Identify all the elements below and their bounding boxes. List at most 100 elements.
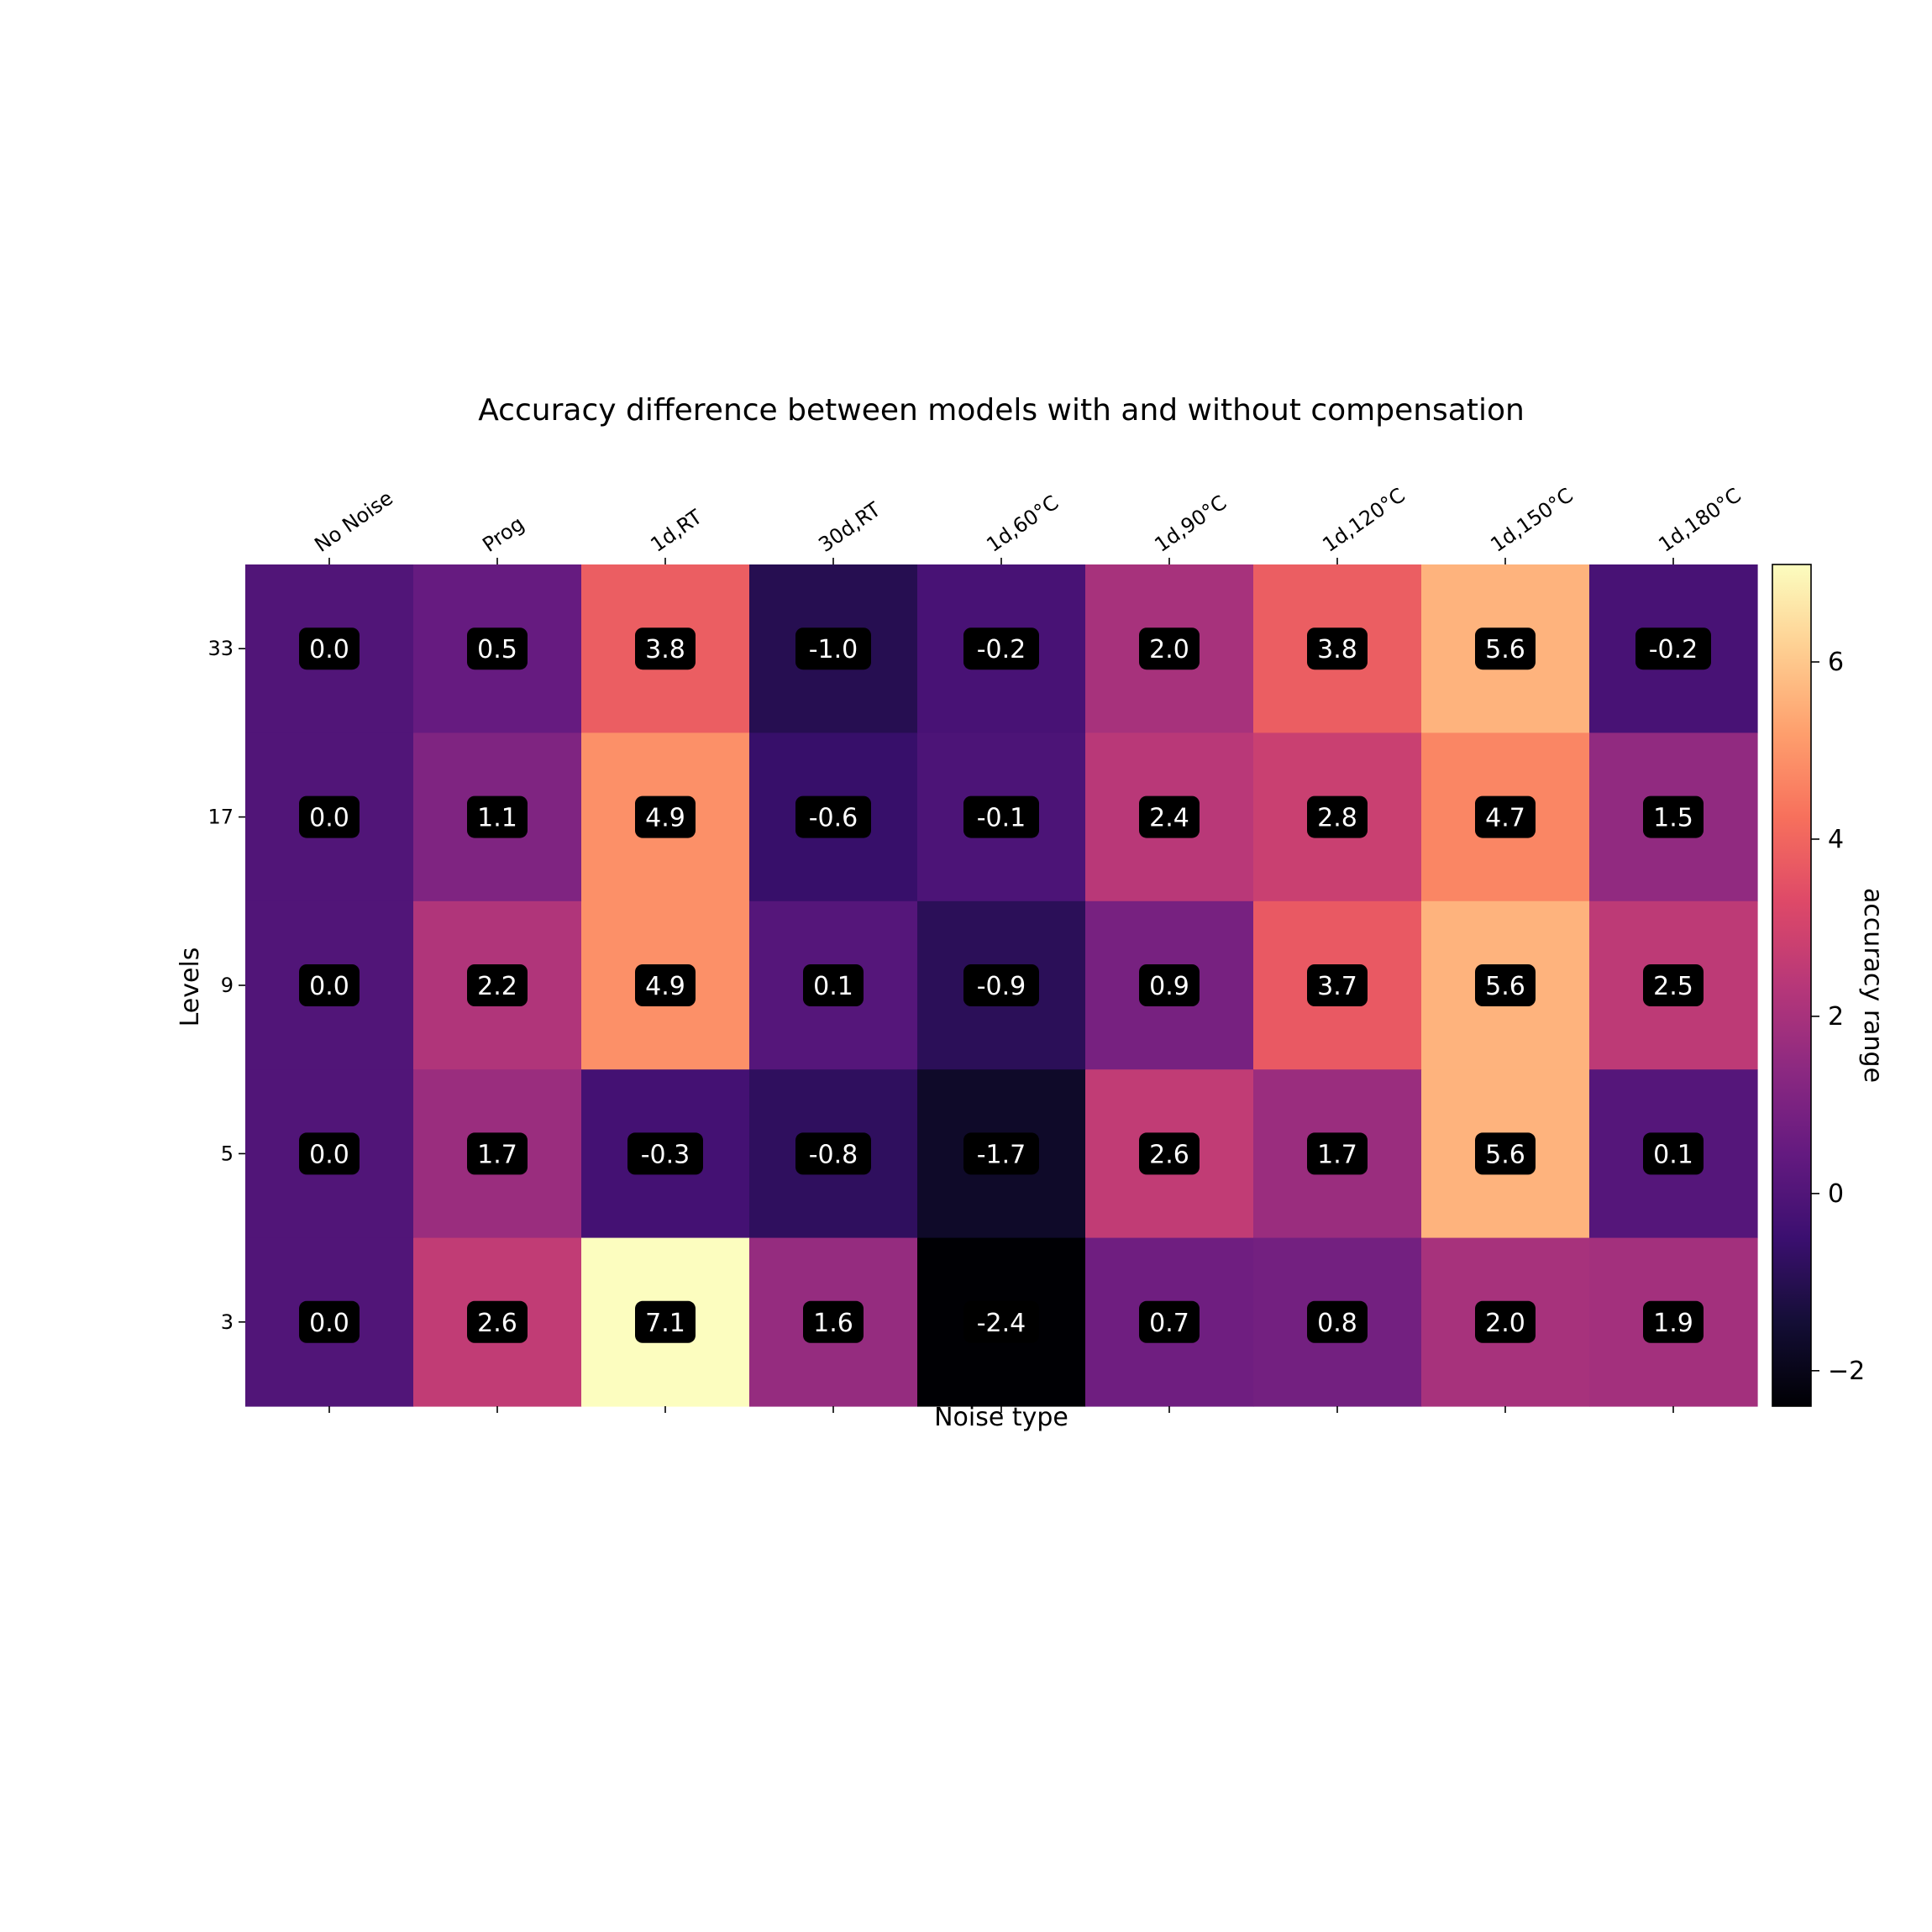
x-tick-label: 1d,RT	[646, 505, 706, 557]
colorbar-tick-label: −2	[1828, 1357, 1865, 1386]
cell-value-label: 1.9	[1653, 1309, 1693, 1338]
cell-value-label: 0.8	[1317, 1309, 1357, 1338]
cell-label-box	[963, 1300, 1039, 1343]
cell-label-box	[963, 795, 1039, 838]
cell-label-box	[795, 1132, 871, 1175]
x-tick-label: 1d,180°C	[1654, 483, 1745, 557]
cell-label-box	[1635, 627, 1711, 670]
cell-label-box	[467, 795, 528, 838]
colorbar-tick-label: 6	[1828, 648, 1844, 677]
cell-label-box	[963, 627, 1039, 670]
y-axis-ticks: 33 17 9 5 3	[207, 637, 245, 1334]
cell-value-label: 0.5	[477, 635, 517, 664]
cell-label-box	[1139, 627, 1200, 670]
x-tick-label: 30d,RT	[814, 497, 885, 557]
cell-label-box	[1307, 1132, 1368, 1175]
cell-value-label: 2.5	[1653, 972, 1693, 1001]
cell-label-box	[803, 1300, 864, 1343]
colorbar-tick-label: 4	[1828, 825, 1844, 854]
cell-value-label: 0.1	[813, 972, 853, 1001]
cell-label-box	[1643, 964, 1704, 1006]
cell-value-label: -0.9	[977, 972, 1026, 1001]
cell-label-box	[963, 964, 1039, 1006]
cell-value-label: 0.0	[309, 1140, 349, 1169]
colorbar-tick-label: 2	[1828, 1002, 1844, 1032]
cell-value-label: -0.1	[977, 804, 1026, 833]
cell-value-label: 0.9	[1149, 972, 1189, 1001]
cell-value-label: 3.7	[1317, 972, 1357, 1001]
cell-label-box	[803, 964, 864, 1006]
cell-value-label: 2.6	[1149, 1140, 1189, 1169]
cell-value-label: -0.6	[809, 804, 858, 833]
cell-value-label: -0.2	[977, 635, 1026, 664]
cell-label-box	[1307, 795, 1368, 838]
cell-label-box	[1139, 1132, 1200, 1175]
cell-label-box	[1475, 964, 1536, 1006]
cell-label-box	[299, 1132, 360, 1175]
cell-label-box	[795, 795, 871, 838]
cell-value-label: -2.4	[977, 1309, 1026, 1338]
colorbar-tick-label: 0	[1828, 1179, 1844, 1209]
cell-label-box	[1475, 627, 1536, 670]
cell-label-box	[1139, 795, 1200, 838]
x-axis-label: Noise type	[934, 1403, 1068, 1432]
cell-label-box	[963, 1132, 1039, 1175]
cell-label-box	[795, 627, 871, 670]
cell-label-box	[1475, 1132, 1536, 1175]
cell-value-label: 1.5	[1653, 804, 1693, 833]
colorbar-ticks: −2 0 2 4 6	[1811, 648, 1865, 1386]
heatmap-cell-labels: 0.0 0.5 3.8 -1.0 -0.2 2.0 3.8 5.6 -0.2 0.0 1.1 4.9 -…	[299, 627, 1711, 1343]
colorbar-label: accuracy range	[1858, 888, 1887, 1083]
cell-value-label: 1.7	[477, 1140, 517, 1169]
cell-value-label: 4.7	[1485, 804, 1525, 833]
cell-label-box	[635, 627, 696, 670]
cell-value-label: -1.7	[977, 1140, 1026, 1169]
cell-label-box	[627, 1132, 703, 1175]
cell-label-box	[299, 795, 360, 838]
cell-label-box	[635, 964, 696, 1006]
cell-label-box	[1139, 1300, 1200, 1343]
cell-label-box	[1307, 964, 1368, 1006]
cell-value-label: 1.6	[813, 1309, 853, 1338]
cell-label-box	[1139, 964, 1200, 1006]
x-tick-label: No Noise	[310, 486, 397, 557]
cell-label-box	[467, 1132, 528, 1175]
cell-label-box	[467, 1300, 528, 1343]
cell-value-label: 0.0	[309, 972, 349, 1001]
colorbar	[1772, 564, 1812, 1407]
cell-value-label: 1.1	[477, 804, 517, 833]
cell-value-label: 2.0	[1485, 1309, 1525, 1338]
cell-value-label: 2.6	[477, 1309, 517, 1338]
x-tick-label: 1d,150°C	[1486, 483, 1577, 557]
cell-value-label: 2.0	[1149, 635, 1189, 664]
cell-label-box	[1475, 795, 1536, 838]
cell-value-label: 5.6	[1485, 972, 1525, 1001]
cell-label-box	[1643, 795, 1704, 838]
cell-value-label: 5.6	[1485, 1140, 1525, 1169]
cell-value-label: 3.8	[645, 635, 685, 664]
y-tick-label: 17	[207, 806, 234, 829]
chart-title: Accuracy difference between models with …	[478, 393, 1525, 428]
cell-value-label: 0.7	[1149, 1309, 1189, 1338]
cell-value-label: 3.8	[1317, 635, 1357, 664]
cell-label-box	[467, 627, 528, 670]
cell-label-box	[1307, 1300, 1368, 1343]
x-tick-label: 1d,90°C	[1150, 491, 1231, 557]
cell-label-box	[1307, 627, 1368, 670]
y-tick-label: 3	[221, 1310, 234, 1334]
cell-value-label: 7.1	[645, 1309, 685, 1338]
cell-value-label: 2.2	[477, 972, 517, 1001]
cell-value-label: 0.1	[1653, 1140, 1693, 1169]
cell-label-box	[1475, 1300, 1536, 1343]
y-tick-label: 5	[221, 1142, 234, 1165]
y-tick-label: 33	[207, 637, 234, 660]
cell-label-box	[1643, 1132, 1704, 1175]
cell-value-label: 0.0	[309, 1309, 349, 1338]
cell-label-box	[635, 795, 696, 838]
cell-value-label: -0.8	[809, 1140, 858, 1169]
cell-value-label: 5.6	[1485, 635, 1525, 664]
cell-label-box	[299, 964, 360, 1006]
x-tick-label: 1d,60°C	[982, 491, 1063, 557]
x-tick-label: 1d,120°C	[1318, 483, 1409, 557]
